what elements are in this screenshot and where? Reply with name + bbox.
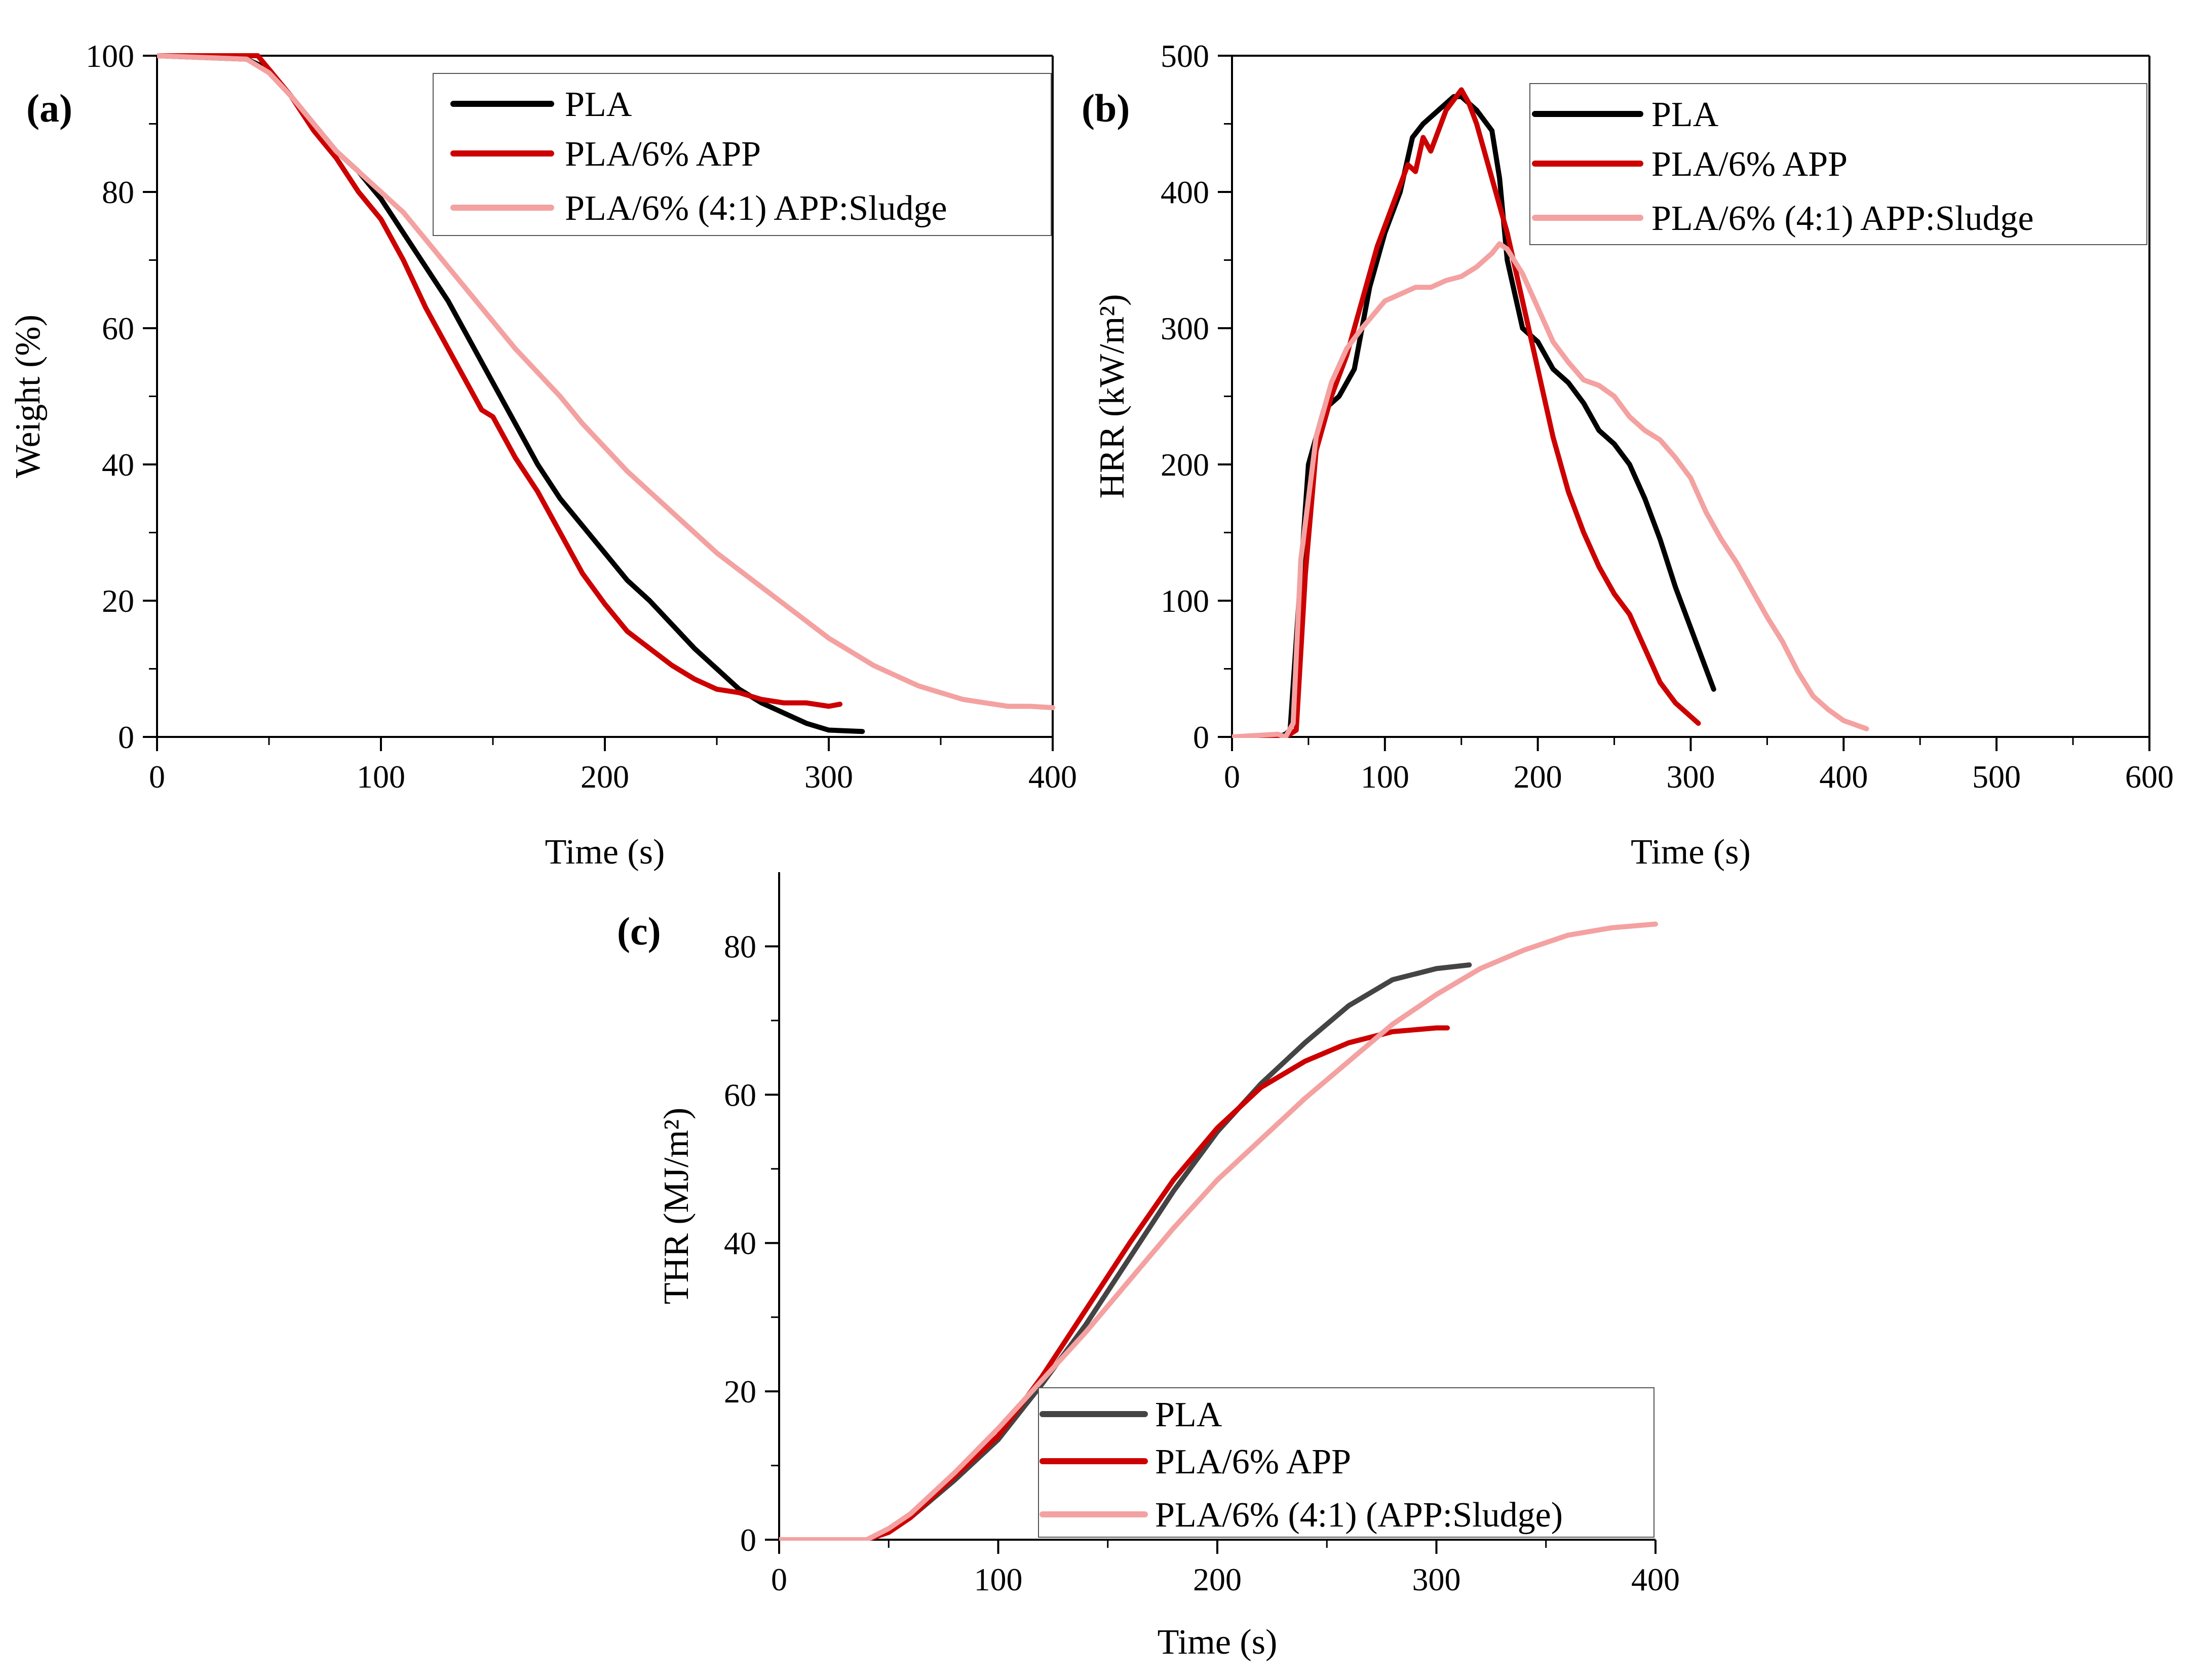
x-tick-label: 400 [1819,759,1868,795]
y-tick-label: 0 [118,719,134,755]
x-tick-label: 400 [1631,1561,1680,1597]
x-tick-label: 100 [357,759,405,795]
legend-label: PLA/6% (4:1) (APP:Sludge) [1155,1496,1563,1535]
legend-label: PLA/6% APP [1651,145,1847,184]
y-tick-label: 200 [1161,447,1209,483]
panel-label: (a) [26,86,72,130]
plot-area [1232,87,1869,738]
x-tick-label: 0 [1224,759,1240,795]
legend-label: PLA/6% (4:1) APP:Sludge [1651,199,2034,238]
y-axis-label: THR (MJ/m²) [657,1108,696,1305]
y-tick-label: 0 [1193,719,1209,755]
series-line [157,53,843,709]
plot-area [157,53,1055,734]
panel-label: (c) [617,909,661,953]
x-tick-label: 200 [1514,759,1562,795]
legend-label: PLA [565,85,632,124]
x-axis-label: Time (s) [1631,833,1751,872]
plot-area [779,921,1658,1541]
series-line [1232,241,1869,738]
x-tick-label: 0 [149,759,165,795]
y-tick-label: 40 [724,1225,756,1261]
series-line [779,921,1658,1541]
x-tick-label: 300 [1412,1561,1461,1597]
x-tick-label: 500 [1972,759,2021,795]
y-tick-label: 300 [1161,310,1209,346]
legend-label: PLA/6% (4:1) APP:Sludge [565,189,947,228]
panel-a: 0 100 200 300 400 0 20 40 60 80 100 Time (s) Weight … [9,38,1077,872]
y-axis-label: Weight (%) [9,315,48,478]
y-tick-label: 500 [1161,38,1209,74]
y-tick-label: 60 [724,1077,756,1113]
y-tick-label: 100 [1161,583,1209,619]
x-axis-label: Time (s) [1158,1623,1278,1662]
x-axis-label: Time (s) [545,833,665,872]
legend-label: PLA/6% APP [565,135,761,174]
x-tick-label: 100 [974,1561,1023,1597]
x-tick-label: 0 [771,1561,787,1597]
x-tick-label: 200 [581,759,629,795]
y-tick-label: 20 [724,1374,756,1410]
x-tick-label: 100 [1361,759,1409,795]
legend-label: PLA [1155,1395,1222,1434]
legend: PLA PLA/6% APP PLA/6% (4:1) (APP:Sludge) [1038,1387,1654,1538]
series-line [157,53,1055,711]
legend-label: PLA [1651,95,1719,134]
legend: PLA PLA/6% APP PLA/6% (4:1) APP:Sludge [1529,83,2147,245]
y-tick-label: 400 [1161,174,1209,210]
y-tick-label: 40 [102,447,134,483]
series-line [1232,87,1701,738]
y-axis-label: HRR (kW/m²) [1093,294,1132,498]
y-tick-label: 60 [102,310,134,346]
y-tick-label: 0 [740,1522,756,1558]
legend-label: PLA/6% APP [1155,1442,1351,1481]
x-tick-label: 600 [2125,759,2174,795]
series-line [779,1025,1450,1541]
panel-label: (b) [1082,86,1130,130]
y-tick-label: 20 [102,583,134,619]
x-tick-label: 200 [1193,1561,1242,1597]
panel-b: 0 100 200 300 400 500 600 0 100 200 300 400 500 Time … [1082,38,2174,872]
legend: PLA PLA/6% APP PLA/6% (4:1) APP:Sludge [433,73,1052,236]
y-tick-label: 80 [724,928,756,964]
panel-c: 0 100 200 300 400 0 20 40 60 80 Time (s) THR (MJ/m²… [617,872,1680,1662]
x-tick-label: 300 [1667,759,1715,795]
y-tick-label: 100 [86,38,134,74]
x-tick-label: 300 [804,759,853,795]
x-tick-label: 400 [1028,759,1077,795]
y-tick-label: 80 [102,174,134,210]
